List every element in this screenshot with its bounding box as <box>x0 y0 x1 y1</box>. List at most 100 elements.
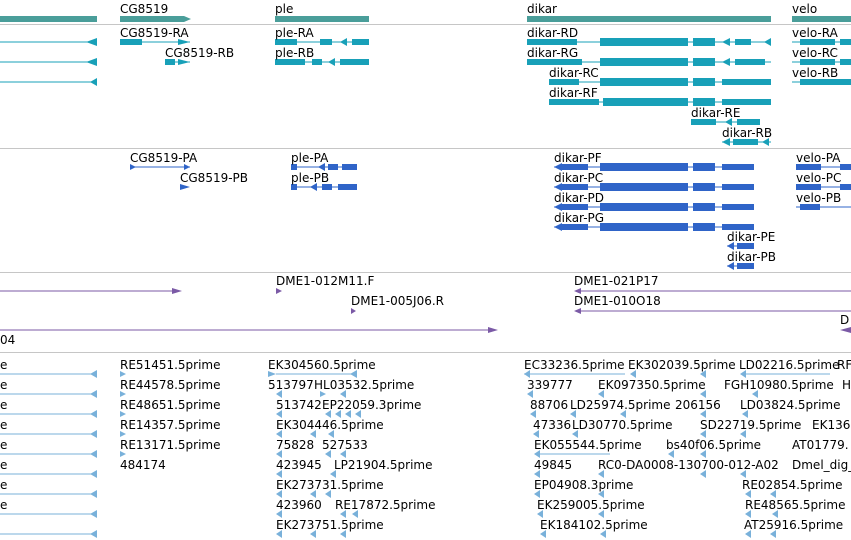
est-label: EK055544.5prime <box>534 438 642 452</box>
est-label: EK136 <box>812 418 851 432</box>
est-label: RE51451.5prime <box>120 358 221 372</box>
est-label: 513797 <box>268 378 314 392</box>
gene-bars <box>0 16 851 22</box>
est-label: H <box>842 378 851 392</box>
est-label: e <box>0 458 8 472</box>
transcript-label: CG8519-RB <box>165 46 235 60</box>
gene-bar-ple[interactable] <box>275 16 369 22</box>
est-label: bs40f06.5prime <box>666 438 762 452</box>
est-label: 339777 <box>527 378 573 392</box>
clone-label: 04 <box>0 333 16 347</box>
gene-bar[interactable] <box>0 16 97 22</box>
est-label: LD02216.5prime <box>739 358 840 372</box>
est-label: RE17872.5prime <box>335 498 436 512</box>
transcript-label: velo-RC <box>792 46 838 60</box>
est-label: e <box>0 378 8 392</box>
track-divider <box>0 24 851 25</box>
protein-label: dikar-PG <box>554 211 605 225</box>
est-label: e <box>0 418 8 432</box>
est-label: 88706 <box>530 398 569 412</box>
est-label: 49845 <box>534 458 573 472</box>
est-label: RE48651.5prime <box>120 398 221 412</box>
transcript-label: velo-RB <box>792 66 839 80</box>
est-label: RC0-DA0008-130700-012-A02 <box>598 458 779 472</box>
est-label: RF <box>837 358 851 372</box>
gene-bar-cg8519[interactable] <box>120 16 191 22</box>
protein-features <box>130 163 851 270</box>
est-label: EP04908.3prime <box>534 478 634 492</box>
protein-label: dikar-PF <box>554 151 602 165</box>
protein-label: velo-PB <box>796 191 842 205</box>
protein-label: dikar-PB <box>727 250 777 264</box>
est-label: HL03532.5prime <box>314 378 415 392</box>
est-label: 47336 <box>533 418 572 432</box>
gene-bar-dikar[interactable] <box>527 16 771 22</box>
gene-bar-velo[interactable] <box>792 16 851 22</box>
est-label: e <box>0 498 8 512</box>
transcript-label: dikar-RD <box>527 26 579 40</box>
est-label: EK184102.5prime <box>540 518 648 532</box>
est-label: AT25916.5prime <box>744 518 844 532</box>
gene-label: CG8519 <box>120 2 169 16</box>
est-label: FGH10980.5prime <box>724 378 834 392</box>
transcript-label: velo-RA <box>792 26 838 40</box>
est-label: EK259005.5prime <box>537 498 645 512</box>
protein-label: ple-PA <box>291 151 329 165</box>
transcript-label: dikar-RC <box>549 66 599 80</box>
est-label: Dmel_dig_ <box>792 458 851 472</box>
est-label: LP21904.5prime <box>334 458 433 472</box>
clone-label: DME1-021P17 <box>574 274 659 288</box>
protein-label: dikar-PC <box>554 171 604 185</box>
est-label: 75828 <box>276 438 315 452</box>
track-divider <box>0 272 851 273</box>
est-label: RE48565.5prime <box>745 498 846 512</box>
est-label: e <box>0 478 8 492</box>
transcript-label: dikar-RF <box>549 86 598 100</box>
est-label: RE44578.5prime <box>120 378 221 392</box>
track-divider <box>0 352 851 353</box>
clone-label: D <box>840 313 850 327</box>
transcript-label: dikar-RE <box>691 106 741 120</box>
est-label: EK302039.5prime <box>628 358 736 372</box>
est-label: EK304446.5prime <box>276 418 384 432</box>
est-label: LD25974.5prime <box>570 398 671 412</box>
est-label: 206156 <box>675 398 721 412</box>
gene-label: velo <box>792 2 818 16</box>
transcript-label: dikar-RG <box>527 46 579 60</box>
est-label: SD22719.5prime <box>700 418 802 432</box>
est-label: EK097350.5prime <box>598 378 706 392</box>
est-label: e <box>0 398 8 412</box>
est-label: LD30770.5prime <box>572 418 673 432</box>
clone-label: DME1-010O18 <box>574 294 661 308</box>
clone-label: DME1-012M11.F <box>276 274 375 288</box>
transcript-label: dikar-RB <box>722 126 773 140</box>
est-label: AT01779. <box>792 438 849 452</box>
transcript-label: CG8519-RA <box>120 26 189 40</box>
est-label: EC33236.5prime <box>524 358 625 372</box>
protein-label: velo-PA <box>796 151 841 165</box>
clone-features <box>0 288 851 333</box>
transcript-label: ple-RB <box>275 46 315 60</box>
transcript-features <box>0 38 851 146</box>
est-label: e <box>0 438 8 452</box>
est-label: LD03824.5prime <box>740 398 841 412</box>
transcript-label: ple-RA <box>275 26 314 40</box>
protein-label: dikar-PE <box>727 230 776 244</box>
est-label: EK273731.5prime <box>276 478 384 492</box>
gene-label: ple <box>275 2 294 16</box>
protein-label: dikar-PD <box>554 191 605 205</box>
est-label: 484174 <box>120 458 166 472</box>
gene-label: dikar <box>527 2 557 16</box>
est-label: 423945 <box>276 458 322 472</box>
est-label: 423960 <box>276 498 322 512</box>
est-label: 513742 <box>276 398 322 412</box>
protein-label: CG8519-PA <box>130 151 198 165</box>
track-divider <box>0 148 851 149</box>
est-label: 527533 <box>322 438 368 452</box>
est-label: RE14357.5prime <box>120 418 221 432</box>
protein-label: ple-PB <box>291 171 330 185</box>
protein-label: velo-PC <box>796 171 842 185</box>
est-label: EK273751.5prime <box>276 518 384 532</box>
